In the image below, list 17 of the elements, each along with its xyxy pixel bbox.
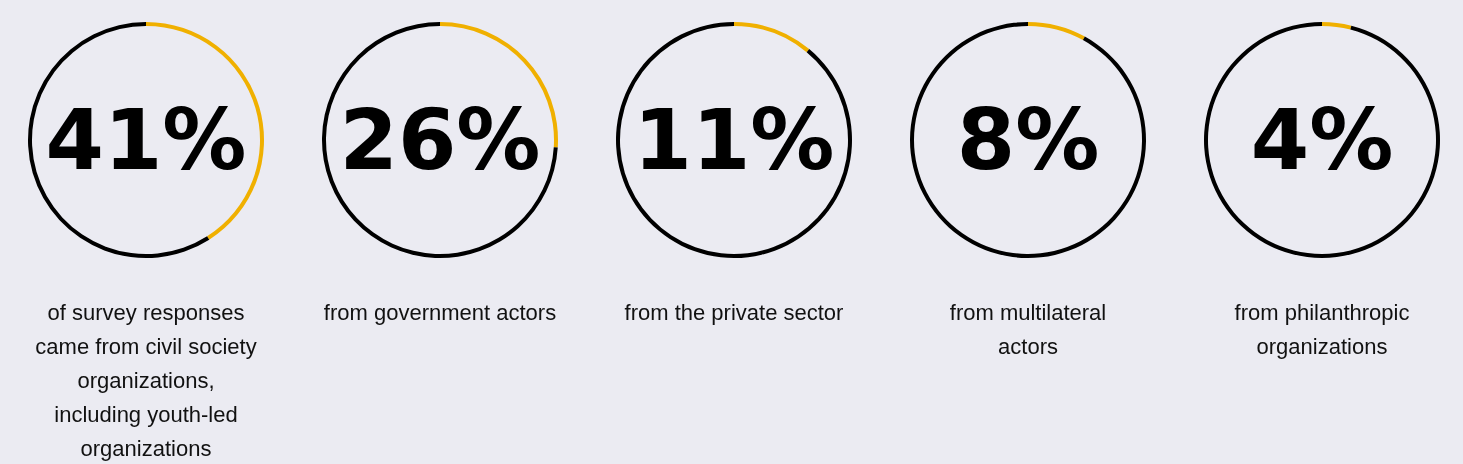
text: 26% <box>339 91 541 189</box>
text: from the private sector <box>624 300 844 325</box>
text: of survey responses came from civil society organizations, including youth-led organizations <box>35 300 257 461</box>
text: from philanthropic organizations <box>1234 300 1410 359</box>
text: from multilateral actors <box>949 300 1107 359</box>
text: from government actors <box>323 300 557 325</box>
text: 8% <box>956 91 1100 189</box>
donut-slice <box>1028 22 1085 41</box>
donut-slice <box>1322 22 1352 30</box>
donut-slice <box>910 22 1146 258</box>
donut-slice <box>616 22 852 258</box>
donut-slice <box>734 22 810 53</box>
donut-slice <box>322 22 558 258</box>
text: 11% <box>633 91 835 189</box>
donut-slice <box>1204 22 1440 258</box>
text: 4% <box>1250 91 1394 189</box>
text: 41% <box>45 91 247 189</box>
